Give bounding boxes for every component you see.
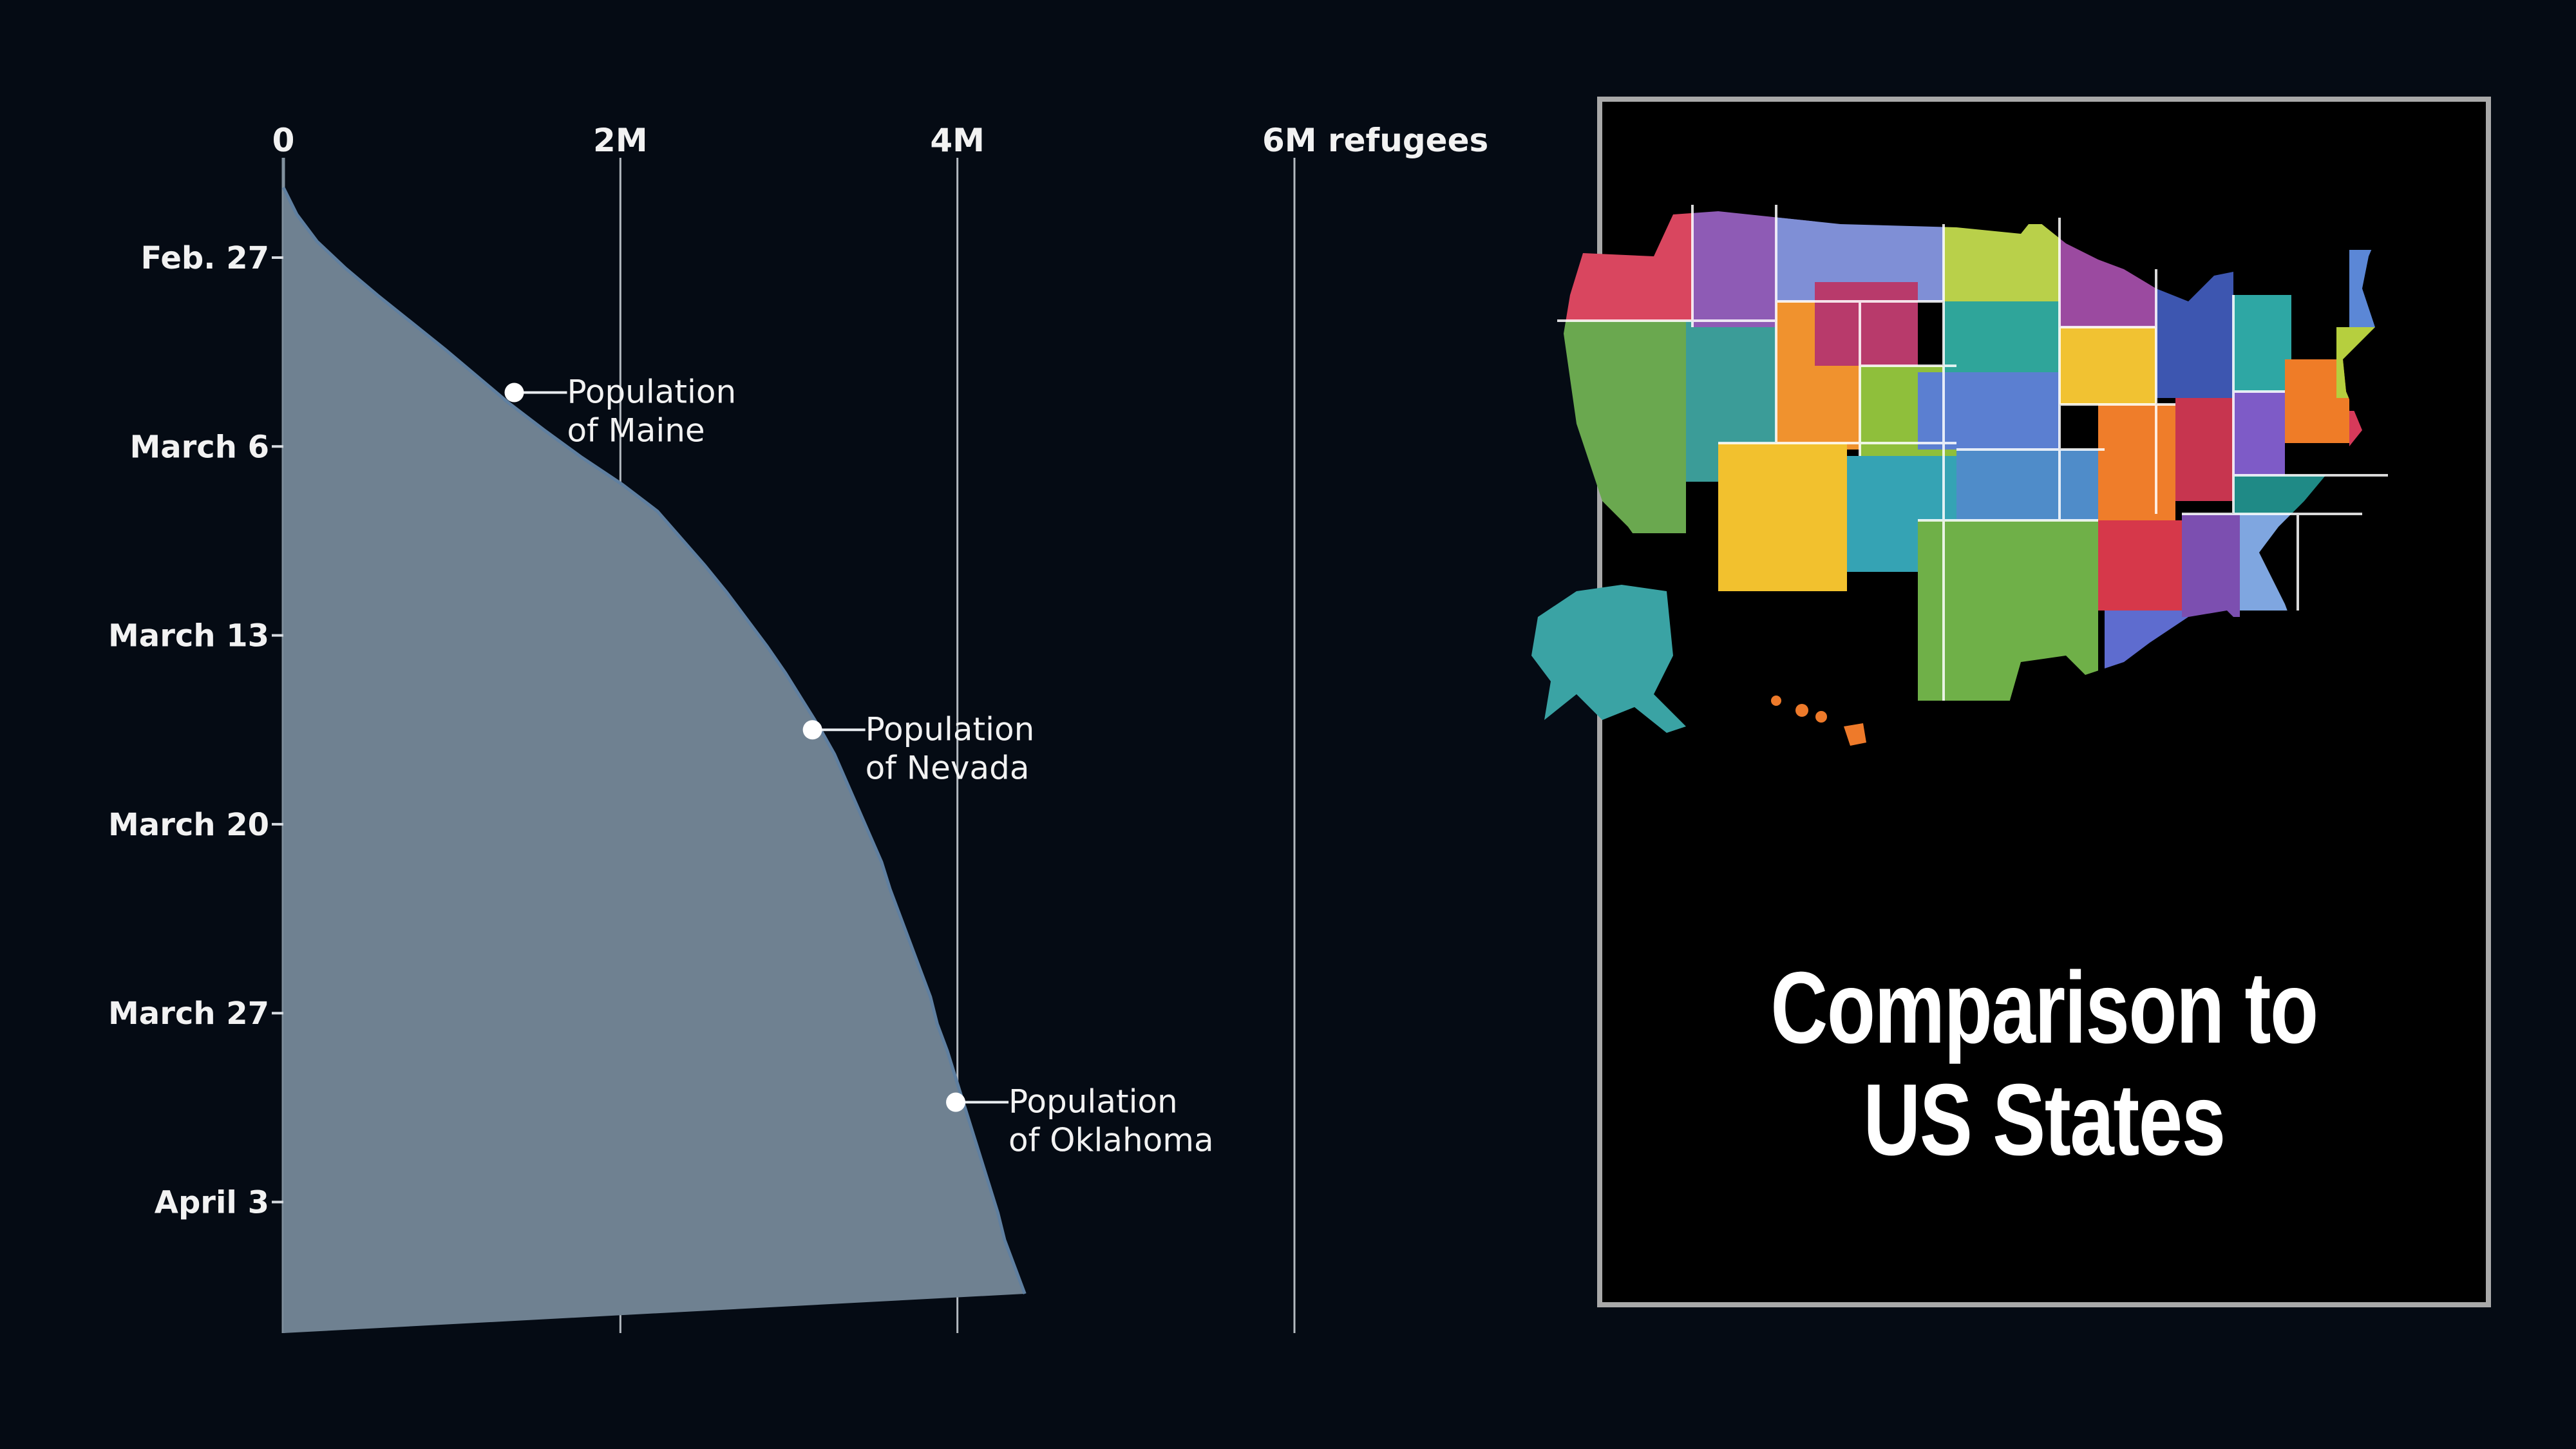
alaska-shape <box>1531 585 1686 733</box>
area-edge-line <box>281 186 1027 1294</box>
annotation-dot <box>946 1092 966 1112</box>
caption-line-2: US States <box>1863 1063 2226 1177</box>
us-states-map-icon <box>1531 205 2388 746</box>
us-states-panel: Comparison to US States <box>1531 97 2491 1307</box>
us-states-tiles <box>1564 205 2388 707</box>
annotation-dot <box>504 383 524 402</box>
panel-caption: Comparison to US States <box>1700 952 2389 1176</box>
y-tick-label: April 3 <box>155 1185 269 1221</box>
annotation-dot <box>802 720 822 740</box>
us-state-borders <box>1557 205 2388 701</box>
refugee-area-chart: 0 2M 4M 6M refugees Feb. 27 March 6 March 13 M… <box>108 122 1489 1333</box>
annotation-label-line2: of Maine <box>567 412 705 450</box>
annotation-label-line2: of Oklahoma <box>1009 1121 1214 1159</box>
annotation-label-line1: Population <box>866 710 1035 748</box>
y-tick-label: March 13 <box>108 618 269 654</box>
y-tick-label: March 20 <box>108 807 269 843</box>
annotation-label-line2: of Nevada <box>866 749 1030 786</box>
y-axis: Feb. 27 March 6 March 13 March 20 March 27 Ap… <box>108 240 283 1221</box>
annotation-label-line1: Population <box>1009 1083 1178 1120</box>
y-tick-label: March 6 <box>129 429 269 465</box>
x-tick-label: 6M refugees <box>1262 122 1488 159</box>
y-tick-label: March 27 <box>108 996 269 1032</box>
y-tick-label: Feb. 27 <box>141 240 270 276</box>
hawaii-shape <box>1771 696 1866 746</box>
x-axis: 0 2M 4M 6M refugees <box>272 122 1489 159</box>
annotation-label-line1: Population <box>567 374 736 411</box>
x-tick-label: 2M <box>593 122 648 159</box>
x-tick-label: 4M <box>930 122 985 159</box>
x-tick-label: 0 <box>272 122 295 159</box>
area-series <box>281 186 1027 1333</box>
caption-line-1: Comparison to <box>1770 951 2318 1065</box>
area-fill <box>283 187 1025 1333</box>
